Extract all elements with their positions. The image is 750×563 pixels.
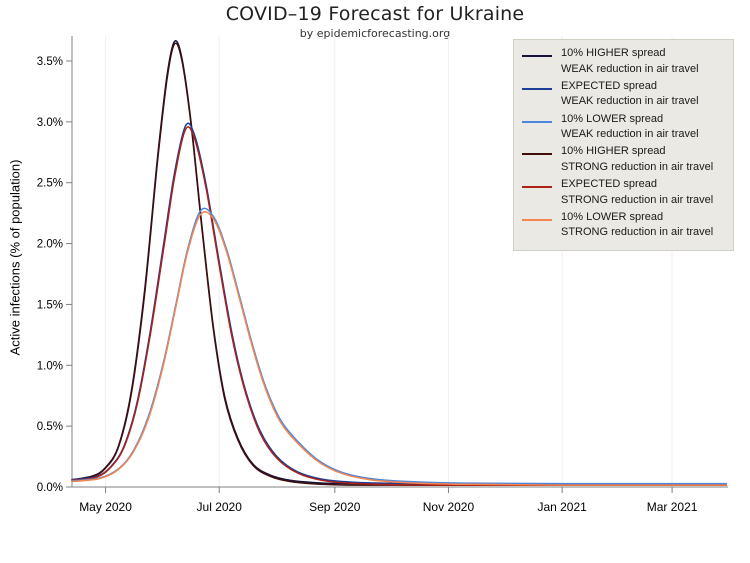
legend-item-expected-spread-weak-reduction: EXPECTED spread WEAK reduction in air tra… bbox=[522, 79, 725, 112]
y-tick-label: 2.0% bbox=[37, 239, 63, 251]
series-line-lower-spread-strong-reduction bbox=[71, 211, 727, 486]
legend-label: 10% HIGHER spread STRONG reduction in air… bbox=[561, 144, 713, 175]
legend-label-line1: 10% HIGHER spread bbox=[561, 47, 666, 59]
legend-label-line2: WEAK reduction in air travel bbox=[561, 62, 699, 75]
legend-label: EXPECTED spread STRONG reduction in air t… bbox=[561, 177, 713, 208]
y-tick-label: 0.5% bbox=[37, 421, 63, 433]
x-tick-label: May 2020 bbox=[79, 500, 132, 514]
y-tick-label: 1.5% bbox=[37, 299, 63, 311]
y-tick-label: 3.0% bbox=[37, 117, 63, 129]
legend-label-line1: EXPECTED spread bbox=[561, 79, 657, 92]
x-tick-label: Jan 2021 bbox=[537, 500, 587, 514]
legend-item-higher-spread-strong-reduction: 10% HIGHER spread STRONG reduction in air… bbox=[522, 144, 725, 177]
y-tick-label: 1.0% bbox=[37, 360, 63, 372]
legend-item-expected-spread-strong-reduction: EXPECTED spread STRONG reduction in air t… bbox=[522, 177, 725, 210]
legend-label-line2: WEAK reduction in air travel bbox=[561, 95, 699, 108]
legend-item-higher-spread-weak-reduction: 10% HIGHER spread WEAK reduction in air t… bbox=[522, 46, 725, 79]
legend-line-swatch bbox=[522, 55, 552, 57]
legend-line-swatch bbox=[522, 218, 552, 221]
legend-label: 10% LOWER spread WEAK reduction in air tr… bbox=[561, 112, 699, 143]
legend-item-lower-spread-strong-reduction: 10% LOWER spread STRONG reduction in air … bbox=[522, 210, 725, 243]
chart-subtitle: by epidemicforecasting.org bbox=[299, 27, 451, 40]
series-line-expected-spread-strong-reduction bbox=[71, 126, 727, 487]
legend-label-line2: STRONG reduction in air travel bbox=[561, 193, 714, 206]
legend-line-swatch bbox=[522, 153, 552, 156]
legend-label-line1: 10% HIGHER spread bbox=[561, 145, 666, 158]
legend-label-line2: STRONG reduction in air travel bbox=[561, 226, 714, 239]
legend-line-swatch bbox=[522, 87, 552, 90]
legend-label: EXPECTED spread WEAK reduction in air tra… bbox=[561, 79, 699, 110]
legend-label-line1: 10% LOWER spread bbox=[561, 112, 664, 125]
legend-label-line2: WEAK reduction in air travel bbox=[561, 128, 699, 141]
y-tick-label: 3.5% bbox=[37, 56, 63, 68]
legend-label: 10% LOWER spread STRONG reduction in air … bbox=[561, 210, 713, 241]
y-tick-label: 0.0% bbox=[37, 482, 63, 494]
x-tick-label: Sep 2020 bbox=[309, 500, 361, 514]
legend-line-swatch bbox=[522, 186, 552, 189]
legend-label-line1: EXPECTED spread bbox=[561, 178, 657, 191]
series-line-higher-spread-strong-reduction bbox=[71, 42, 727, 487]
legend-item-lower-spread-weak-reduction: 10% LOWER spread WEAK reduction in air tr… bbox=[522, 112, 725, 145]
x-tick-label: Mar 2021 bbox=[647, 500, 698, 514]
x-tick-label: Jul 2020 bbox=[197, 500, 243, 514]
legend-label-line2: STRONG reduction in air travel bbox=[561, 160, 714, 173]
chart-title: COVID–19 Forecast for Ukraine bbox=[225, 3, 525, 25]
x-tick-label: Nov 2020 bbox=[423, 500, 475, 514]
legend: 10% HIGHER spread WEAK reduction in air t… bbox=[513, 39, 734, 251]
legend-line-swatch bbox=[522, 120, 552, 123]
y-tick-label: 2.5% bbox=[37, 178, 63, 190]
legend-label-line1: 10% LOWER spread bbox=[561, 210, 664, 223]
legend-label: 10% HIGHER spread WEAK reduction in air t… bbox=[561, 46, 699, 77]
